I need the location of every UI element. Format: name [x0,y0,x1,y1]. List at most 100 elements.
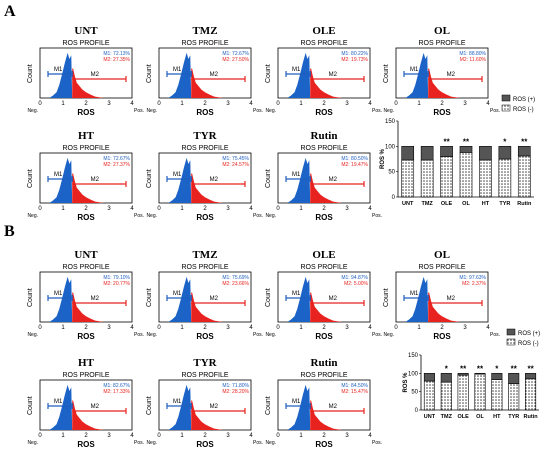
m1-percent: M1: 72.67% [103,156,130,162]
histogram-b-rutin: Rutin ROS PROFILE M1 M2 M1: 84.50%M2: 15.47%… [265,357,382,449]
ros-positive-fill [72,400,105,430]
x-tick-label: 4 [368,433,372,439]
neg-label: Neg. [265,108,276,114]
histogram-b-ole: OLE ROS PROFILE M1 M2 M1: 94.87%M2: 5.00% Cou… [265,249,382,341]
x-tick-label: 4 [368,101,372,107]
y-tick-label: 50 [411,390,418,396]
x-tick-label: Rutin [524,414,539,420]
neg-label: Neg. [27,440,38,446]
bar-ros-negative [440,381,452,411]
m2-percent: M2: 27.37% [103,162,130,168]
bar-ros-positive [440,373,452,383]
x-tick-label: 1 [299,325,303,331]
bar-chart-a: 0 50 100 150 ROS % UNT TMZ OLE ** OL ** HT TYR * Rutin… [380,94,535,207]
bar-ros-negative [525,378,537,411]
neg-label: Neg. [383,332,394,338]
x-tick-label: Rutin [517,201,532,207]
histogram-a-unt: UNT ROS PROFILE M1 M2 M1: 72.13%M2: 27.35% Co… [27,25,144,117]
sample-label: Rutin [311,357,338,369]
gate-m2-label: M2 [210,296,219,302]
x-tick-label: 0 [394,325,398,331]
x-tick-label: 0 [38,101,42,107]
x-tick-label: 3 [345,101,349,107]
m2-percent: M2: 2.37% [462,281,486,287]
gate-m2-label: M2 [210,177,219,183]
m2-percent: M2: 20.77% [103,281,130,287]
y-axis-label: Count [27,64,34,83]
histogram-b-tyr: TYR ROS PROFILE M1 M2 M1: 71.80%M2: 28.20% Co… [146,357,263,449]
x-tick-label: 4 [249,433,253,439]
ros-positive-fill [310,292,343,322]
neg-label: Neg. [265,332,276,338]
m1-percent: M1: 80.50% [341,156,368,162]
x-axis-label: ROS [196,108,214,117]
x-tick-label: 1 [299,206,303,212]
ros-negative-fill [49,52,73,98]
ros-negative-fill [168,157,192,203]
gate-m2-label: M2 [329,296,338,302]
gate-m1-label: M1 [292,291,301,297]
histogram-title: ROS PROFILE [181,145,228,152]
bar-ros-negative [491,379,503,411]
histogram-title: ROS PROFILE [181,40,228,47]
ros-positive-fill [310,173,343,203]
bar-ros-negative [423,380,435,411]
gate-m2-label: M2 [210,404,219,410]
bar-chart-b: 0 50 100 150 ROS % UNT TMZ * OLE ** OL ** HT * TYR ** Ru… [403,328,540,420]
y-axis-label: ROS % [403,372,409,393]
pos-label: Pos. [490,108,500,114]
pos-label: Pos. [372,213,382,219]
x-axis-label: ROS [433,108,451,117]
x-tick-label: 2 [203,325,207,331]
y-axis-label: Count [383,64,390,83]
sample-label: OLE [312,25,335,37]
gate-m2-label: M2 [91,72,100,78]
sample-label: Rutin [311,130,338,142]
x-axis-label: ROS [77,440,95,449]
legend-swatch-ros-negative [506,338,516,346]
ros-negative-fill [168,384,192,430]
x-tick-label: 3 [345,325,349,331]
x-tick-label: UNT [402,201,414,207]
x-tick-label: HT [493,414,501,420]
y-axis-label: Count [27,169,34,188]
ros-positive-fill [191,400,224,430]
bar-ros-positive [498,146,512,160]
m2-percent: M2: 11.60% [460,57,487,63]
x-tick-label: 4 [130,433,134,439]
gate-m2-label: M2 [91,177,100,183]
histogram-title: ROS PROFILE [181,264,228,271]
ros-negative-fill [49,384,73,430]
significance-marker: ** [527,364,534,373]
x-tick-label: 1 [299,433,303,439]
y-axis-label: Count [27,288,34,307]
bar-ros-positive [474,373,486,375]
histogram-title: ROS PROFILE [300,40,347,47]
x-axis-label: ROS [196,213,214,222]
y-tick-label: 50 [388,170,395,176]
histogram-title: ROS PROFILE [181,372,228,379]
legend-label-ros-negative: ROS (-) [518,341,539,347]
ros-positive-fill [191,173,224,203]
gate-m1-label: M1 [173,67,182,73]
neg-label: Neg. [146,213,157,219]
histogram-a-ht: HT ROS PROFILE M1 M2 M1: 72.67%M2: 27.37% Cou… [27,130,144,222]
ros-negative-fill [405,52,429,98]
pos-label: Pos. [490,332,500,338]
pos-label: Pos. [134,213,144,219]
sample-label: UNT [74,249,98,261]
y-axis-label: Count [146,396,153,415]
bar-ros-negative [457,374,469,411]
bar-ros-positive [525,373,537,380]
x-tick-label: 2 [84,433,88,439]
y-tick-label: 100 [385,144,396,150]
pos-label: Pos. [253,213,263,219]
sample-label: HT [78,130,95,142]
gate-m1-label: M1 [410,67,419,73]
x-tick-label: 1 [417,101,421,107]
significance-marker: ** [521,137,528,146]
bar-ros-negative [479,159,492,198]
bar-ros-positive [420,146,434,161]
x-tick-label: 0 [38,433,42,439]
